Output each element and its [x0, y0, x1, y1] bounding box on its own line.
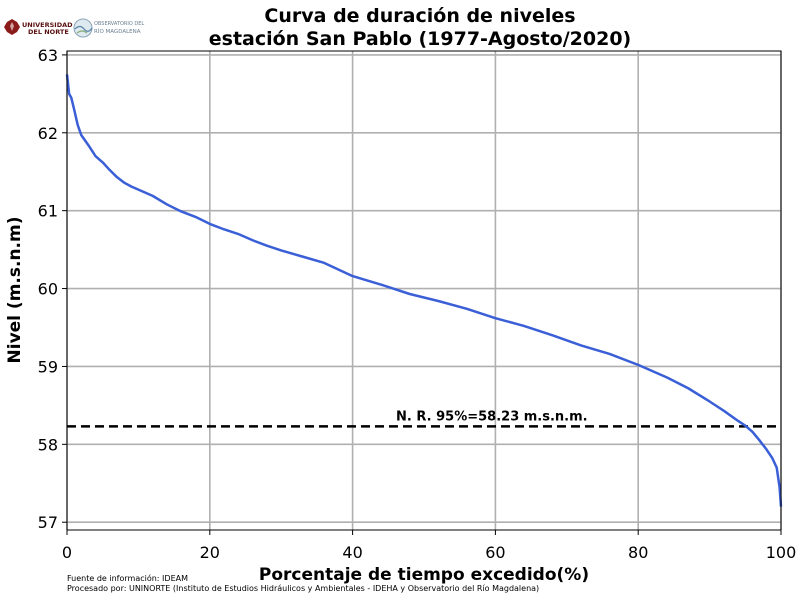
x-tick-label: 100	[766, 543, 797, 562]
y-tick-label: 63	[38, 46, 58, 65]
observatory-logo-line2: RÍO MAGDALENA	[94, 28, 141, 35]
grid-vertical	[66, 51, 782, 530]
footer-source: Fuente de información: IDEAM	[67, 574, 188, 583]
x-tick-label: 20	[200, 543, 220, 562]
university-logo-line2: DEL NORTE	[28, 28, 69, 36]
x-tick-label: 80	[628, 543, 648, 562]
y-tick-label: 60	[38, 280, 58, 299]
x-tick-label: 0	[62, 543, 72, 562]
plot-frame	[66, 50, 782, 531]
x-tick-label: 40	[342, 543, 362, 562]
y-tick-label: 58	[38, 435, 58, 454]
y-tick-label: 59	[38, 357, 58, 376]
duration-curve-line	[65, 74, 783, 507]
x-axis-label: Porcentaje de tiempo excedido(%)	[259, 565, 589, 585]
chart-title-line2: estación San Pablo (1977-Agosto/2020)	[209, 28, 632, 50]
y-axis-label: Nivel (m.s.n.m)	[5, 217, 25, 364]
x-axis-ticks: 0 20 40 60 80 100	[62, 530, 796, 562]
y-tick-label: 62	[38, 124, 58, 143]
y-axis-ticks: 57 58 59 60 61 62 63	[38, 46, 67, 532]
footer-processed: Procesado por: UNINORTE (Instituto de Es…	[67, 584, 540, 593]
observatory-logo: OBSERVATORIO DEL RÍO MAGDALENA	[73, 18, 144, 38]
y-tick-label: 57	[38, 513, 58, 532]
university-logo: UNIVERSIDAD DEL NORTE	[4, 19, 73, 36]
university-logo-line1: UNIVERSIDAD	[22, 21, 73, 29]
chart-title-line1: Curva de duración de niveles	[264, 5, 575, 27]
x-tick-label: 60	[485, 543, 505, 562]
y-tick-label: 61	[38, 202, 58, 221]
observatory-logo-line1: OBSERVATORIO DEL	[94, 21, 144, 27]
grid-horizontal	[67, 54, 781, 524]
reference-line-label: N. R. 95%=58.23 m.s.n.m.	[396, 409, 588, 424]
